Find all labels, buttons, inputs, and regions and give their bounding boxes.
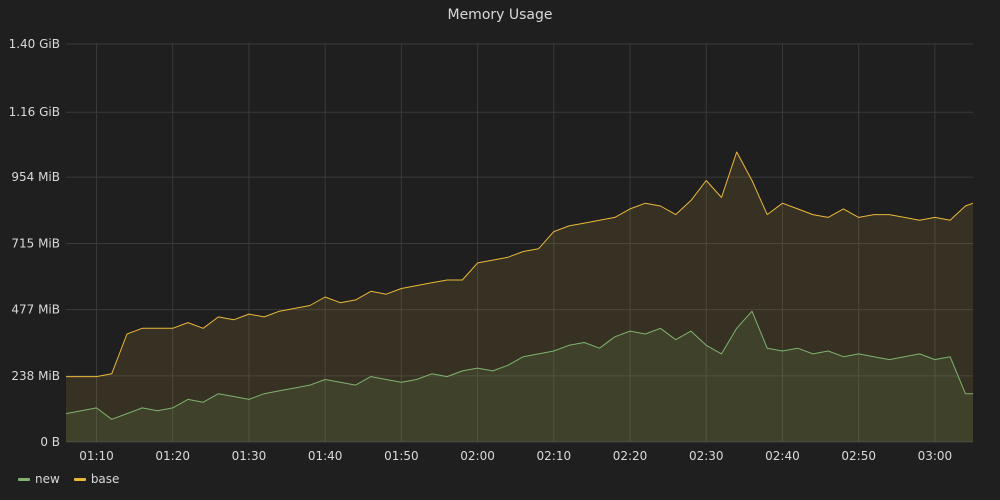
legend-item-base[interactable]: base (73, 472, 120, 486)
y-tick-label: 1.40 GiB (9, 37, 60, 51)
y-tick-label: 477 MiB (11, 303, 60, 317)
y-axis-labels: 0 B 238 MiB 477 MiB 715 MiB 954 MiB 1.16 GiB 1… (9, 37, 60, 449)
legend: new base (18, 472, 119, 486)
x-axis-labels: 01:10 01:20 01:30 01:40 01:50 02:00 02:10 02:20… (79, 449, 952, 463)
legend-label-base: base (90, 472, 120, 486)
x-tick-label: 02:50 (841, 449, 876, 463)
x-tick-label: 01:40 (308, 449, 343, 463)
y-tick-label: 0 B (40, 435, 60, 449)
x-tick-label: 03:00 (918, 449, 953, 463)
series-line-new (65, 310, 973, 420)
y-tick-label: 1.16 GiB (9, 105, 60, 119)
legend-label-new: new (35, 472, 60, 486)
x-tick-label: 02:00 (460, 449, 495, 463)
chart-title: Memory Usage (447, 7, 552, 23)
y-tick-label: 238 MiB (11, 369, 60, 383)
series-line-base (66, 151, 974, 378)
x-grid (95, 44, 936, 442)
x-tick-label: 01:20 (155, 449, 190, 463)
y-tick-label: 954 MiB (11, 170, 60, 184)
series-area-base (66, 152, 973, 442)
y-tick-label: 715 MiB (11, 237, 60, 251)
series-lines (65, 151, 974, 420)
x-tick-label: 01:10 (79, 449, 114, 463)
series-areas (66, 152, 973, 442)
x-tick-label: 01:30 (232, 449, 267, 463)
y-grid (66, 43, 973, 443)
legend-swatch-base (73, 477, 86, 481)
x-tick-label: 01:50 (384, 449, 419, 463)
series-area-new (66, 311, 973, 442)
legend-item-new[interactable]: new (18, 472, 60, 486)
x-tick-label: 02:20 (613, 449, 648, 463)
x-tick-label: 02:30 (689, 449, 724, 463)
x-tick-label: 02:40 (765, 449, 800, 463)
x-tick-label: 02:10 (537, 449, 572, 463)
legend-swatch-new (18, 477, 30, 481)
